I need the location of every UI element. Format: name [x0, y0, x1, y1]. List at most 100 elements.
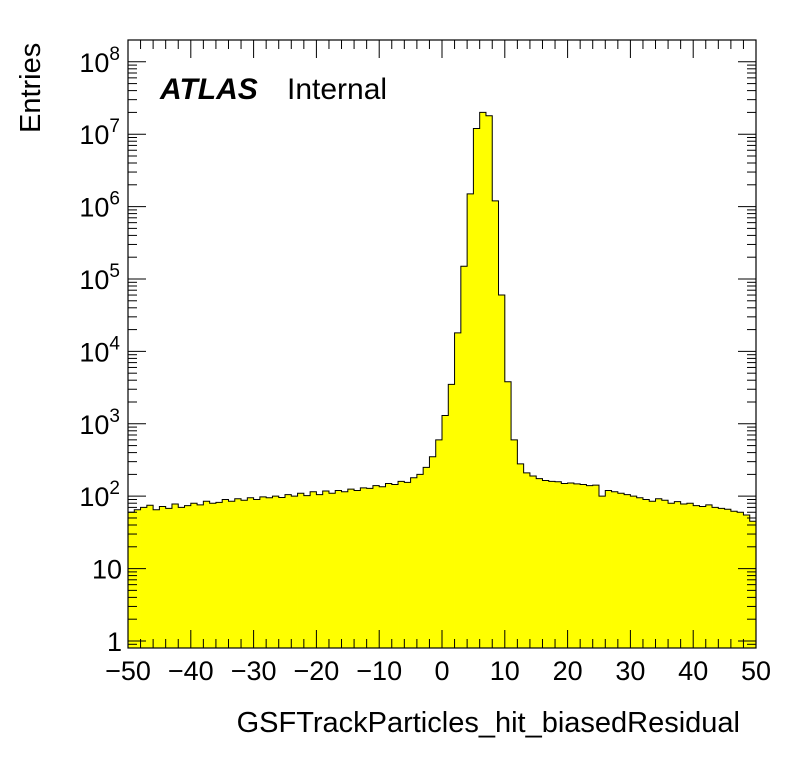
histogram-bin	[529, 476, 537, 648]
histogram-bin	[410, 477, 418, 648]
x-tick-label: −30	[231, 656, 277, 686]
histogram-bin	[259, 496, 267, 648]
y-axis-title: Entries	[15, 43, 47, 133]
histogram-bin	[567, 483, 575, 648]
histogram-bin	[416, 474, 424, 648]
histogram-bin	[178, 507, 185, 648]
histogram-bin	[693, 505, 700, 648]
y-tick-label: 102	[79, 478, 120, 512]
histogram-bin	[454, 332, 462, 648]
x-tick-label: 40	[678, 656, 708, 686]
histogram-bin	[379, 486, 386, 648]
histogram-bin	[197, 504, 204, 648]
histogram-bin	[203, 501, 211, 648]
histogram-bin	[718, 508, 725, 648]
histogram-bin	[536, 478, 543, 648]
histogram-bin	[171, 503, 179, 648]
histogram-bin	[511, 439, 518, 648]
histogram-bin	[146, 505, 154, 648]
y-tick-label: 108	[79, 44, 120, 78]
histogram-bin	[190, 503, 198, 648]
atlas-label: ATLAS	[159, 73, 258, 106]
histogram-bin	[153, 509, 160, 648]
histogram-bin	[209, 503, 217, 648]
histogram-bin	[391, 484, 399, 648]
y-axis-tick-labels: 1 10 102 103 104 105 106 107 108	[79, 44, 122, 657]
histogram-bin	[241, 500, 248, 648]
histogram-bin	[561, 483, 568, 648]
y-axis-ticks	[128, 39, 756, 649]
histogram-bin	[492, 200, 499, 648]
y-tick-label: 10	[92, 555, 122, 585]
x-tick-label: 0	[434, 656, 449, 686]
histogram-bin	[442, 415, 449, 648]
histogram-bin	[485, 115, 493, 648]
histogram-bin	[448, 384, 455, 648]
x-tick-label: 50	[741, 656, 771, 686]
histogram-bin	[573, 483, 581, 648]
histogram-bin	[730, 511, 738, 648]
histogram-bin	[285, 494, 292, 648]
histogram-bin	[542, 480, 550, 648]
x-tick-label: 10	[490, 656, 520, 686]
histogram-bin	[661, 500, 669, 648]
histogram-bin	[253, 499, 261, 648]
histogram-bin	[686, 503, 694, 648]
histogram-bin	[636, 497, 644, 648]
y-tick-label: 107	[79, 116, 120, 150]
histogram-bin	[297, 493, 305, 648]
histogram-bin	[479, 112, 487, 649]
histogram-bins	[128, 112, 757, 649]
histogram-bin	[655, 498, 663, 648]
histogram-bin	[354, 490, 361, 648]
y-tick-label: 103	[79, 406, 120, 440]
histogram-bin	[272, 496, 280, 648]
histogram-bin	[435, 439, 443, 648]
histogram-bin	[278, 497, 286, 648]
histogram-bin	[429, 456, 437, 648]
histogram-bin	[617, 493, 625, 648]
histogram-bin	[642, 499, 650, 648]
histogram-bin	[372, 485, 380, 648]
x-axis-title: GSFTrackParticles_hit_biasedResidual	[237, 707, 740, 739]
histogram-bin	[291, 496, 298, 648]
histogram-bin	[266, 497, 273, 648]
x-axis-ticks	[127, 40, 757, 648]
histogram-bin	[674, 501, 682, 648]
histogram-bin	[467, 193, 474, 648]
histogram-bin	[366, 488, 374, 648]
histogram-bin	[680, 503, 688, 648]
y-tick-label: 106	[79, 189, 120, 223]
histogram-bin	[184, 505, 192, 648]
histogram-bin	[555, 481, 562, 648]
y-tick-label: 1	[107, 627, 122, 657]
histogram-bin	[335, 490, 342, 648]
histogram-bin	[316, 494, 324, 648]
histogram-bin	[310, 491, 317, 648]
histogram-bin	[303, 495, 311, 648]
histogram-bin	[517, 463, 525, 648]
x-tick-label: 20	[553, 656, 583, 686]
histogram-bin	[134, 509, 141, 648]
histogram-bin	[586, 485, 594, 648]
histogram-bin	[347, 489, 355, 648]
histogram-bin	[159, 506, 167, 648]
histogram-bin	[473, 128, 481, 648]
histogram-bin	[341, 491, 349, 648]
x-tick-label: −10	[356, 656, 402, 686]
histogram-bin	[228, 501, 236, 648]
histogram-bin	[699, 506, 707, 648]
histogram-bin	[548, 481, 556, 648]
x-tick-label: −40	[168, 656, 214, 686]
x-axis-tick-labels: −50 −40 −30 −20 −10 0 10 20 30 40 50	[105, 656, 771, 686]
histogram-bin	[724, 509, 732, 648]
histogram-bin	[165, 508, 173, 648]
histogram-bin	[630, 496, 638, 648]
histogram-bin	[737, 512, 744, 648]
histogram-bin	[599, 496, 606, 648]
histogram-bin	[712, 507, 719, 648]
histogram-bin	[504, 381, 512, 648]
histogram-bin	[140, 507, 148, 648]
internal-label: Internal	[287, 73, 387, 106]
y-tick-label: 104	[79, 333, 120, 367]
